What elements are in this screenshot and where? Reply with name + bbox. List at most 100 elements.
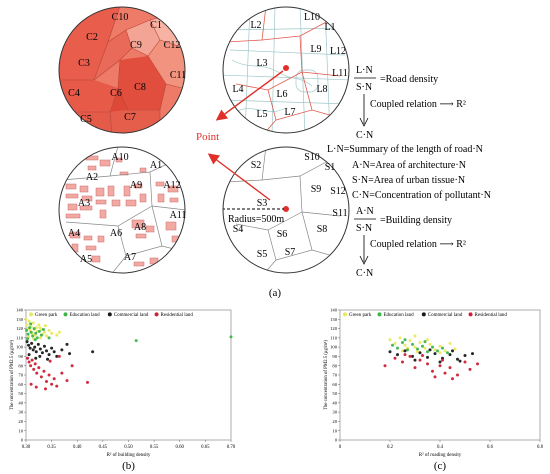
building-footprint bbox=[167, 255, 175, 263]
building-footprint bbox=[131, 219, 145, 229]
region-label: L10 bbox=[304, 12, 320, 23]
x-tick-label: 0.65 bbox=[201, 445, 210, 450]
caption-a: (a) bbox=[269, 287, 282, 299]
y-tick-label: 90 bbox=[332, 354, 337, 359]
data-point bbox=[468, 367, 472, 371]
data-point bbox=[68, 352, 72, 356]
region-label: A12 bbox=[163, 180, 180, 191]
region-label: L7 bbox=[284, 107, 295, 118]
circle-concentration-labels: C10 C1 C2 C9 C12 C3 C11 C8 C4 C6 C5 C7 bbox=[68, 12, 186, 125]
legend-marker bbox=[468, 312, 473, 317]
data-point bbox=[33, 338, 37, 342]
legend-label: Commercial land bbox=[428, 313, 463, 318]
y-tick-label: 10 bbox=[18, 428, 23, 433]
data-point bbox=[451, 377, 454, 381]
building-footprint bbox=[69, 231, 81, 239]
data-point bbox=[35, 336, 39, 340]
region-label: C3 bbox=[78, 58, 90, 69]
data-point bbox=[28, 346, 32, 350]
chart-building-density: 0 10 20 30 40 50 60 70 80 90 100 110 120 130 140 0.30 0.… bbox=[9, 308, 236, 472]
data-point bbox=[42, 369, 46, 373]
building-coupled-label: Coupled relation ⟶ R² bbox=[370, 239, 466, 250]
region-label: L5 bbox=[256, 109, 267, 120]
x-tick-label: 0.6 bbox=[487, 445, 494, 450]
data-point bbox=[41, 328, 45, 331]
plot-area bbox=[339, 309, 541, 441]
region-label: C2 bbox=[86, 32, 98, 43]
circle-buildings-labels: A10 A1 A2 A9 A12 A3 A11 A8 A4 A6 A5 A7 bbox=[68, 152, 187, 265]
region-label: S12 bbox=[330, 186, 346, 197]
building-footprint bbox=[157, 193, 165, 203]
building-footprint bbox=[139, 193, 147, 203]
building-footprint bbox=[139, 167, 147, 173]
y-tick-label: 90 bbox=[18, 354, 23, 359]
region-label: A4 bbox=[68, 228, 80, 239]
y-tick-label: 60 bbox=[18, 382, 23, 387]
x-tick-label: 0.30 bbox=[22, 445, 31, 450]
data-point bbox=[33, 345, 37, 349]
x-tick-label: 0.45 bbox=[99, 445, 108, 450]
region-label: L2 bbox=[250, 20, 261, 31]
data-point bbox=[413, 366, 417, 370]
panel-caption: (b) bbox=[122, 460, 135, 472]
data-point bbox=[436, 349, 439, 353]
data-point bbox=[25, 340, 29, 344]
circle-tissue bbox=[223, 147, 349, 273]
x-tick-label: 0.55 bbox=[150, 445, 159, 450]
y-tick-label: 30 bbox=[332, 410, 337, 415]
data-point bbox=[38, 347, 42, 351]
data-point bbox=[418, 341, 422, 344]
y-tick-label: 20 bbox=[18, 419, 23, 424]
legend-marker bbox=[107, 312, 112, 317]
data-point bbox=[428, 342, 432, 346]
region-label: C8 bbox=[134, 82, 146, 93]
data-point bbox=[418, 351, 422, 355]
building-footprint bbox=[111, 199, 121, 207]
data-point bbox=[453, 347, 457, 351]
data-point bbox=[463, 360, 467, 364]
legend-label: Commercial land bbox=[114, 313, 149, 318]
y-tick-label: 110 bbox=[16, 335, 23, 340]
x-axis-label: R² of building density bbox=[107, 452, 151, 458]
data-point bbox=[413, 345, 417, 349]
data-point bbox=[32, 327, 36, 331]
data-point bbox=[25, 323, 29, 327]
y-tick-label: 110 bbox=[330, 335, 337, 340]
data-point bbox=[411, 342, 414, 346]
data-point bbox=[30, 341, 34, 345]
building-footprint bbox=[83, 235, 93, 241]
data-point bbox=[29, 330, 33, 334]
data-point bbox=[438, 360, 442, 364]
building-footprint bbox=[67, 203, 78, 211]
data-point bbox=[38, 326, 42, 330]
building-footprint bbox=[123, 185, 131, 197]
data-point bbox=[229, 335, 233, 339]
building-footprint bbox=[99, 209, 107, 219]
data-point bbox=[39, 375, 43, 379]
region-label: A5 bbox=[80, 254, 92, 265]
legend-label: Education land bbox=[70, 313, 101, 318]
data-point bbox=[91, 350, 95, 354]
building-formula-denominator: S·N bbox=[356, 223, 372, 234]
legend-label: Green park bbox=[349, 313, 372, 318]
data-point bbox=[26, 332, 30, 336]
data-point bbox=[423, 346, 427, 350]
data-point bbox=[70, 364, 74, 368]
data-point bbox=[34, 385, 38, 389]
data-point bbox=[43, 324, 47, 328]
data-point bbox=[60, 348, 64, 352]
x-tick-label: 0.35 bbox=[47, 445, 56, 450]
data-point bbox=[441, 358, 444, 362]
data-point bbox=[456, 357, 459, 361]
data-point bbox=[438, 344, 442, 348]
building-formula-result: =Building density bbox=[380, 215, 452, 226]
data-point bbox=[396, 353, 399, 357]
legend-marker bbox=[154, 312, 159, 317]
data-point bbox=[57, 354, 61, 358]
region-label: L3 bbox=[256, 58, 267, 69]
building-footprint bbox=[133, 261, 145, 267]
data-point bbox=[29, 382, 33, 386]
y-tick-label: 130 bbox=[330, 317, 338, 322]
